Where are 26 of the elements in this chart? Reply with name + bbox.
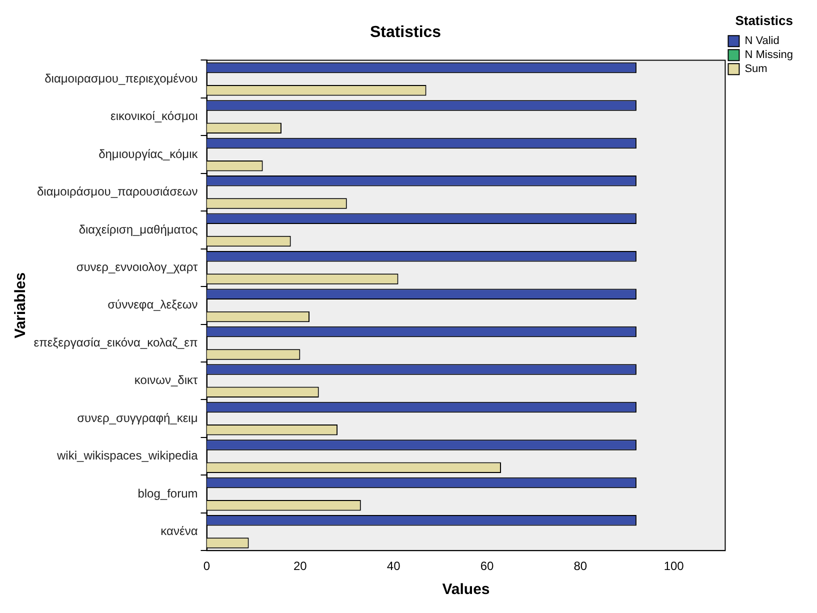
x-tick-label: 0	[203, 559, 210, 574]
legend-label: N Valid	[744, 35, 780, 48]
x-axis-title: Values	[442, 581, 490, 598]
y-tick-label: wiki_wikispaces_wikipedia	[56, 448, 198, 463]
chart-title: Statistics	[370, 24, 442, 42]
y-tick-label: εικονικοί_κόσμοι	[110, 109, 198, 124]
x-tick-label: 60	[480, 559, 494, 574]
y-tick-label: συνερ_συγγραφή_κειμ	[77, 410, 198, 425]
y-tick-label: κανένα	[160, 524, 198, 538]
x-tick-label: 20	[293, 559, 308, 574]
y-tick-label: διαμοιράσμου_παρουσιάσεων	[36, 184, 198, 199]
x-tick-label: 80	[574, 559, 588, 574]
y-tick-label: συνερ_εννοιολογ_χαρτ	[76, 260, 198, 274]
x-tick-label: 100	[664, 559, 684, 574]
y-tick-label: κοινων_δικτ	[134, 373, 198, 388]
y-tick-label: διαμοιρασμου_περιεχομένου	[44, 71, 198, 86]
y-tick-label: δημιουργίας_κόμικ	[98, 146, 199, 161]
y-tick-label: διαχείριση_μαθήματος	[78, 222, 198, 236]
y-tick-label: blog_forum	[138, 486, 198, 500]
y-tick-label: επεξεργασία_εικόνα_κολαζ_επ	[34, 335, 198, 350]
x-tick-label: 40	[386, 559, 401, 574]
y-axis-title: Variables	[12, 272, 30, 338]
y-tick-label: σύννεφα_λεξεων	[108, 298, 198, 312]
legend-title: Statistics	[735, 13, 794, 28]
legend-label: Sum	[744, 63, 768, 76]
legend-label: N Missing	[744, 49, 794, 62]
